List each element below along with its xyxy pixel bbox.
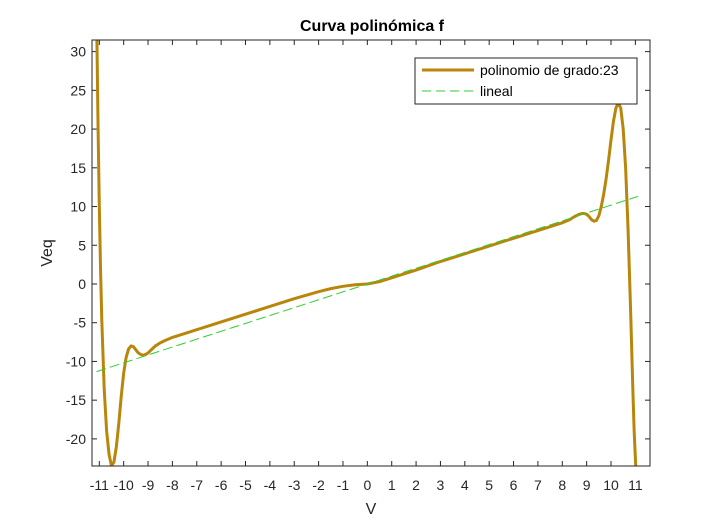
x-tick-label: -2 [312, 477, 325, 493]
x-tick-label: -8 [166, 477, 179, 493]
x-tick-label: 5 [485, 477, 493, 493]
x-tick-label: -5 [239, 477, 252, 493]
x-tick-label: 1 [388, 477, 396, 493]
y-tick-label: 30 [70, 44, 86, 60]
series-layer [95, 40, 639, 466]
y-tick-label: -10 [66, 353, 86, 369]
x-tick-label: -7 [191, 477, 204, 493]
legend-box [414, 57, 638, 105]
x-tick-label: 7 [534, 477, 542, 493]
plot-area [92, 40, 650, 466]
x-axis-label: V [366, 501, 377, 518]
x-tick-label: -9 [142, 477, 155, 493]
chart-title: Curva polinómica f [300, 18, 445, 35]
y-tick-label: -20 [66, 431, 86, 447]
series-linear-line [96, 195, 639, 373]
legend-label-linear: lineal [480, 83, 513, 99]
x-tick-label: 0 [363, 477, 371, 493]
x-tick-label: 10 [603, 477, 619, 493]
y-axis-label: Veq [39, 239, 56, 267]
x-tick-label: -4 [264, 477, 277, 493]
y-tick-label: -15 [66, 392, 86, 408]
x-tick-label: 9 [583, 477, 591, 493]
x-tick-label: -1 [337, 477, 350, 493]
y-tick-label: 25 [70, 82, 86, 98]
y-tick-label: 20 [70, 121, 86, 137]
x-tick-label: -10 [114, 477, 134, 493]
x-tick-label: 3 [437, 477, 445, 493]
y-tick-label: 10 [70, 199, 86, 215]
x-tick-label: -11 [90, 477, 109, 493]
x-tick-label: 6 [510, 477, 518, 493]
x-tick-label: 8 [558, 477, 566, 493]
y-tick-label: 15 [70, 160, 86, 176]
legend-label-polynomial: polinomio de grado:23 [480, 62, 619, 78]
x-tick-label: 4 [461, 477, 469, 493]
series-polynomial-line [95, 40, 638, 466]
y-tick-label: -5 [74, 315, 87, 331]
x-ticks: -11 -10 -9 -8 -7 -6 -5 -4 -3 -2 -1 0 1 2 3 4 5 6 7 8 9 10 11 [90, 40, 643, 493]
x-tick-label: -3 [288, 477, 301, 493]
x-tick-label: -6 [215, 477, 228, 493]
x-tick-label: 11 [628, 477, 643, 493]
legend: polinomio de grado:23 lineal [414, 57, 638, 105]
y-ticks: -20 -15 -10 -5 0 5 10 15 20 25 30 [66, 44, 650, 447]
plot-frame [91, 39, 651, 467]
y-tick-label: 5 [78, 237, 86, 253]
y-tick-label: 0 [78, 276, 86, 292]
x-tick-label: 2 [412, 477, 420, 493]
